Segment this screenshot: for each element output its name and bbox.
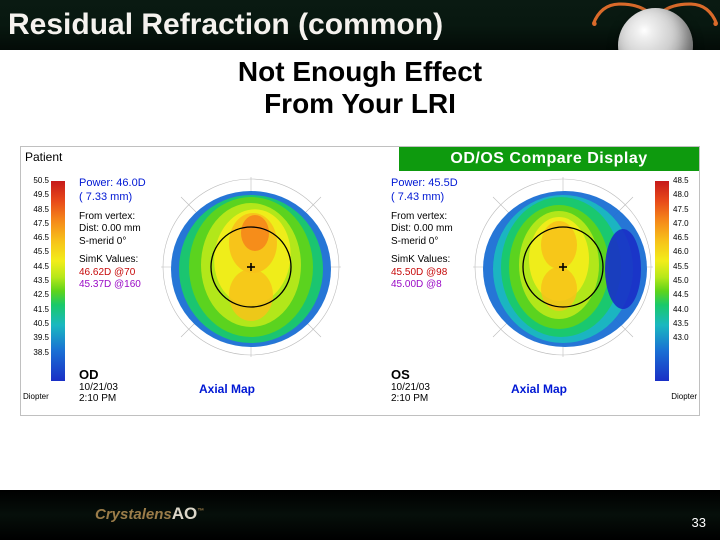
footer: CrystalensAO™ 33 xyxy=(0,490,720,540)
subtitle-line: From Your LRI xyxy=(0,88,720,120)
os-date: 10/21/03 xyxy=(391,382,430,393)
od-info: Power: 46.0D ( 7.33 mm) From vertex: Dis… xyxy=(79,177,146,292)
os-axial-map xyxy=(473,177,653,357)
os-power-mm: ( 7.43 mm) xyxy=(391,191,458,205)
scale-gradient xyxy=(51,181,65,381)
od-vertex-dist: Dist: 0.00 mm xyxy=(79,223,146,236)
od-simk-header: SimK Values: xyxy=(79,254,146,267)
compare-display-title: OD/OS Compare Display xyxy=(399,147,699,171)
os-datetime: 10/21/03 2:10 PM xyxy=(391,382,430,404)
patient-label: Patient xyxy=(25,150,62,164)
os-axial-label: Axial Map xyxy=(511,382,567,396)
od-simk1: 46.62D @70 xyxy=(79,267,146,280)
page-number: 33 xyxy=(692,515,706,530)
scale-ticks: 50.549.548.547.546.545.544.543.542.541.5… xyxy=(23,177,49,363)
os-info: Power: 45.5D ( 7.43 mm) From vertex: Dis… xyxy=(391,177,458,292)
subtitle-line: Not Enough Effect xyxy=(0,56,720,88)
od-axial-label: Axial Map xyxy=(199,382,255,396)
os-simk1: 45.50D @98 xyxy=(391,267,458,280)
brand-logo: CrystalensAO™ xyxy=(95,504,204,524)
content-area: Not Enough Effect From Your LRI Patient … xyxy=(0,50,720,490)
presentation-slide: Residual Refraction (common) Not Enough … xyxy=(0,0,720,540)
od-date: 10/21/03 xyxy=(79,382,118,393)
diopter-label: Diopter xyxy=(671,392,697,401)
od-power: Power: 46.0D xyxy=(79,177,146,191)
color-scale-left: 50.549.548.547.546.545.544.543.542.541.5… xyxy=(23,177,65,397)
brand-suffix: AO xyxy=(172,504,198,523)
os-vertex-dist: Dist: 0.00 mm xyxy=(391,223,458,236)
os-block: Power: 45.5D ( 7.43 mm) From vertex: Dis… xyxy=(391,177,661,407)
od-eye-label: OD xyxy=(79,367,99,382)
od-power-mm: ( 7.33 mm) xyxy=(79,191,146,205)
os-simk-header: SimK Values: xyxy=(391,254,458,267)
os-power: Power: 45.5D xyxy=(391,177,458,191)
topography-panel: Patient OD/OS Compare Display 50.549.548… xyxy=(20,146,700,416)
od-block: Power: 46.0D ( 7.33 mm) From vertex: Dis… xyxy=(79,177,349,407)
diopter-label: Diopter xyxy=(23,392,49,401)
slide-title: Residual Refraction (common) xyxy=(8,8,443,42)
brand-tm: ™ xyxy=(197,508,204,515)
color-scale-right: 48.548.047.547.046.546.045.545.044.544.0… xyxy=(655,177,697,397)
od-time: 2:10 PM xyxy=(79,393,116,404)
od-vertex-header: From vertex: xyxy=(79,211,146,224)
od-vertex-smerid: S-merid 0° xyxy=(79,236,146,249)
od-datetime: 10/21/03 2:10 PM xyxy=(79,382,118,404)
os-vertex-header: From vertex: xyxy=(391,211,458,224)
brand-name: Crystalens xyxy=(95,506,172,523)
slide-subtitle: Not Enough Effect From Your LRI xyxy=(0,56,720,120)
os-eye-label: OS xyxy=(391,367,410,382)
os-time: 2:10 PM xyxy=(391,393,428,404)
scale-ticks: 48.548.047.547.046.546.045.545.044.544.0… xyxy=(673,177,697,349)
os-vertex-smerid: S-merid 0° xyxy=(391,236,458,249)
od-simk2: 45.37D @160 xyxy=(79,279,146,292)
od-axial-map xyxy=(161,177,341,357)
os-simk2: 45.00D @8 xyxy=(391,279,458,292)
